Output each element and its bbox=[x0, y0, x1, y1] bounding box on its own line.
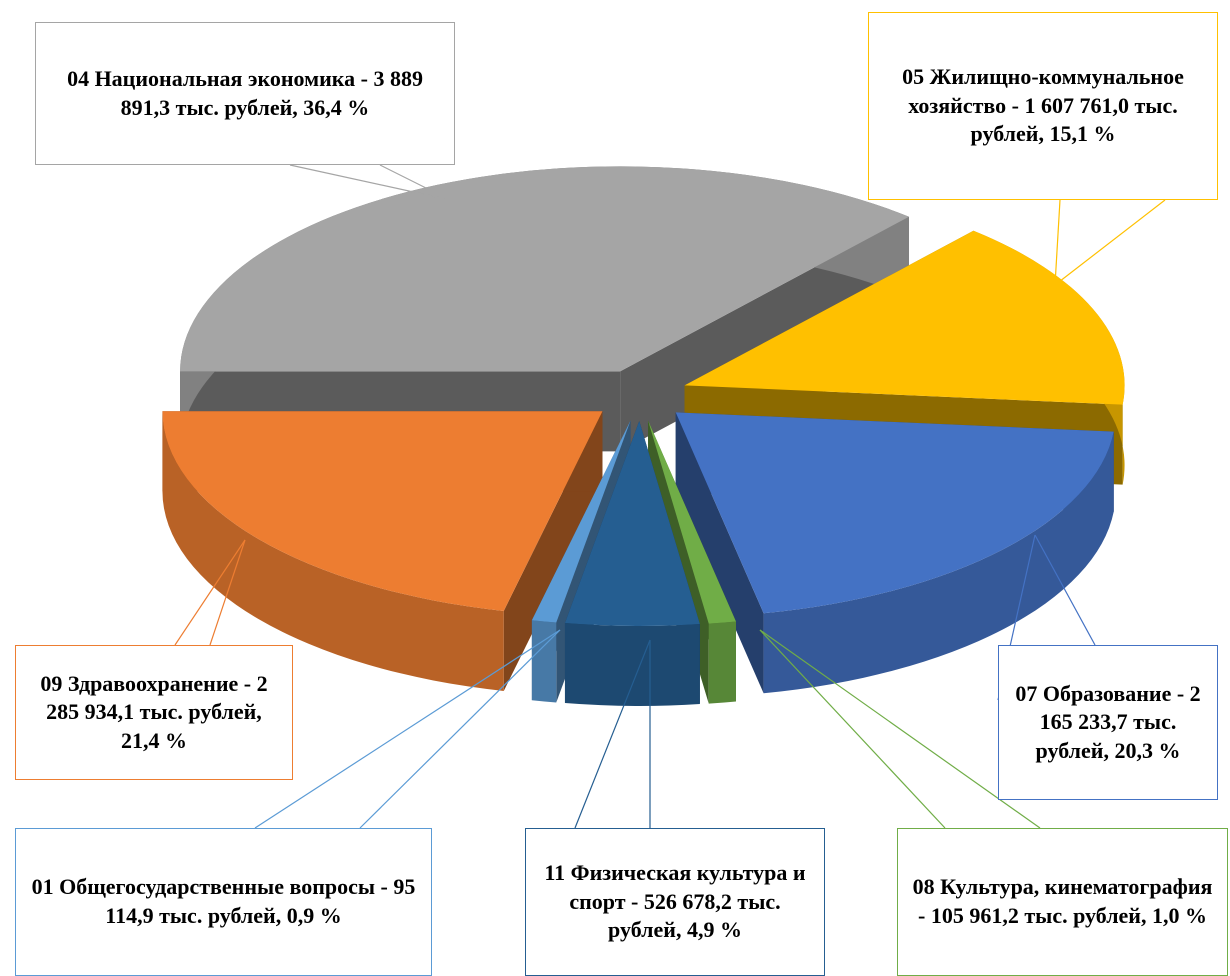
callout-text: 08 Культура, кинематография - 105 961,2 … bbox=[908, 873, 1217, 930]
callout: 11 Физическая культура и спорт - 526 678… bbox=[525, 828, 825, 976]
category-label: 05 Жилищно-коммунальное хозяйство - bbox=[902, 64, 1184, 118]
callout-line bbox=[1054, 199, 1166, 286]
slice bbox=[162, 411, 603, 691]
callout-text: 11 Физическая культура и спорт - 526 678… bbox=[536, 859, 814, 945]
callout-line bbox=[759, 629, 1041, 829]
slice-wall bbox=[675, 412, 764, 694]
callout: 04 Национальная экономика - 3 889 891,3 … bbox=[35, 22, 455, 165]
callout-text: 01 Общегосударственные вопросы - 95 114,… bbox=[26, 873, 421, 930]
callout-line bbox=[174, 539, 246, 646]
slice-top bbox=[180, 166, 910, 372]
callout: 08 Культура, кинематография - 105 961,2 … bbox=[897, 828, 1228, 976]
slice-top bbox=[684, 230, 1125, 405]
value-label: 95 114,9 тыс. рублей, 0,9 % bbox=[105, 874, 416, 928]
value-label: 3 889 891,3 тыс. рублей, 36,4 % bbox=[120, 65, 423, 120]
value-label: 105 961,2 тыс. рублей, 1,0 % bbox=[930, 903, 1207, 928]
callout: 09 Здравоохранение - 2 285 934,1 тыс. ру… bbox=[15, 645, 293, 780]
callout-text: 07 Образование - 2 165 233,7 тыс. рублей… bbox=[1009, 680, 1207, 766]
callout: 07 Образование - 2 165 233,7 тыс. рублей… bbox=[998, 645, 1218, 800]
slice-rim bbox=[564, 623, 700, 706]
slice-top bbox=[648, 420, 736, 624]
callout-line bbox=[1054, 199, 1061, 286]
slice-top bbox=[564, 420, 700, 626]
category-label: 01 Общегосударственные вопросы - bbox=[31, 874, 388, 900]
callout-line bbox=[759, 629, 946, 829]
slice-top bbox=[675, 412, 1114, 614]
callout-line bbox=[289, 164, 451, 201]
callout: 05 Жилищно-коммунальное хозяйство - 1 60… bbox=[868, 12, 1218, 200]
value-label: 2 285 934,1 тыс. рублей, 21,4 % bbox=[46, 670, 268, 753]
callout-text: 04 Национальная экономика - 3 889 891,3 … bbox=[46, 65, 444, 122]
slice-rim bbox=[531, 620, 557, 703]
slice-rim bbox=[162, 411, 504, 691]
slice bbox=[675, 412, 1114, 694]
value-label: 1 607 761,0 тыс. рублей, 15,1 % bbox=[970, 92, 1178, 147]
callout: 01 Общегосударственные вопросы - 95 114,… bbox=[15, 828, 432, 976]
slice-rim bbox=[763, 431, 1114, 694]
callout-line bbox=[1034, 534, 1096, 646]
callout-text: 05 Жилищно-коммунальное хозяйство - 1 60… bbox=[879, 63, 1207, 149]
category-label: 07 Образование - bbox=[1015, 680, 1185, 706]
callout-line bbox=[254, 629, 561, 829]
callout-line bbox=[209, 539, 246, 646]
slice-rim bbox=[708, 621, 736, 704]
callout-line bbox=[574, 639, 651, 829]
category-label: 09 Здравоохранение - bbox=[40, 670, 252, 696]
category-label: 08 Культура, кинематография - bbox=[912, 874, 1213, 928]
slice-top bbox=[531, 420, 631, 623]
callout-text: 09 Здравоохранение - 2 285 934,1 тыс. ру… bbox=[26, 670, 282, 756]
value-label: 526 678,2 тыс. рублей, 4,9 % bbox=[608, 888, 781, 943]
value-label: 2 165 233,7 тыс. рублей, 20,3 % bbox=[1035, 680, 1201, 763]
category-label: 04 Национальная экономика - bbox=[67, 65, 368, 91]
callout-line bbox=[379, 164, 451, 201]
category-label: 11 Физическая культура и спорт - bbox=[544, 860, 806, 914]
slice-top bbox=[162, 411, 603, 611]
slice bbox=[564, 420, 700, 706]
slice-wall bbox=[531, 420, 631, 701]
callout-line bbox=[359, 629, 561, 829]
